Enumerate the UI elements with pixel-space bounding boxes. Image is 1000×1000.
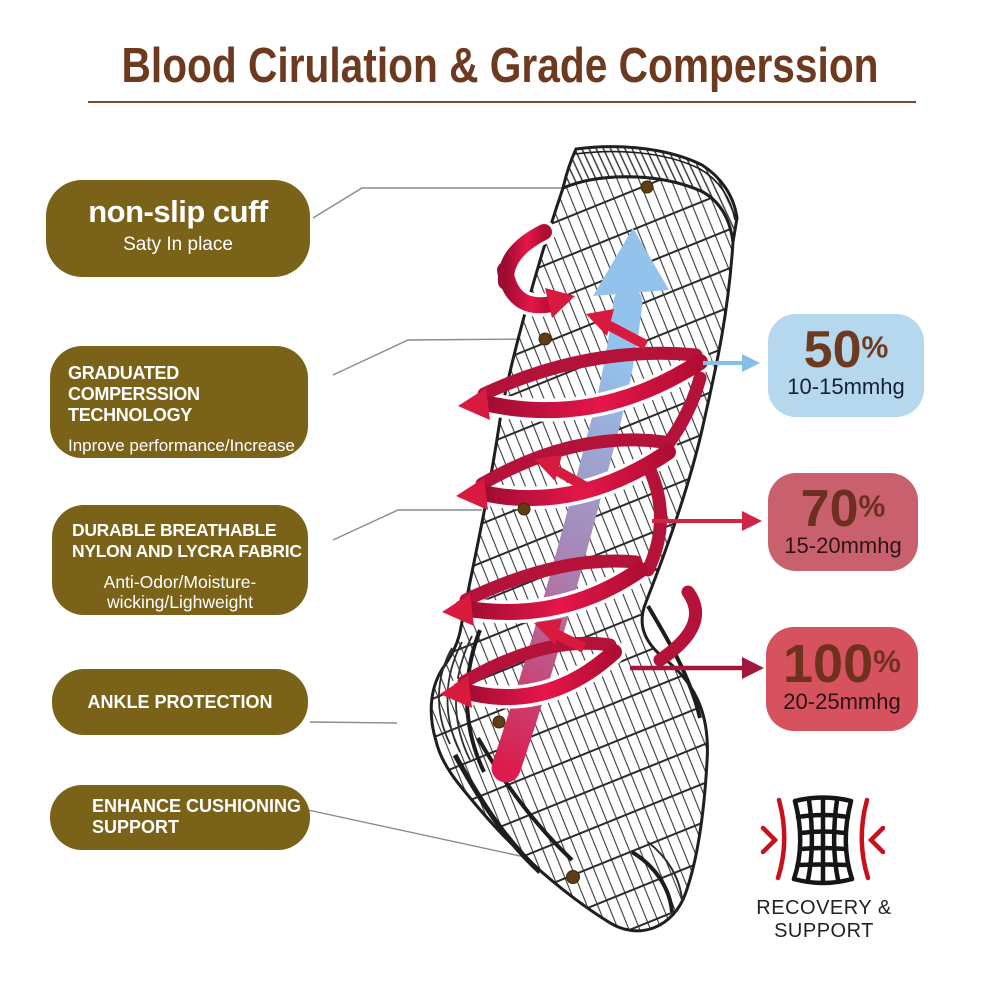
- pressure-range: 20-25mmhg: [783, 689, 901, 714]
- feature-box-graduated-compression: GRADUATED COMPERSSION TECHNOLOGY Inprove…: [50, 346, 308, 476]
- feature-heading: GRADUATED COMPERSSION TECHNOLOGY: [68, 363, 200, 425]
- compression-ribbons: [440, 220, 712, 709]
- feature-subtext: Inprove performance/Increase Circulation…: [68, 436, 295, 476]
- arrow-50-percent-icon: [703, 354, 760, 372]
- feature-box-durable-fabric: DURABLE BREATHABLE NYLON AND LYCRA FABRI…: [52, 505, 308, 615]
- percent-value: 50%: [803, 321, 889, 379]
- callout-lines: [307, 187, 566, 865]
- feature-box-enhance-cushioning: ENHANCE CUSHIONING SUPPORT: [50, 785, 310, 850]
- callout-line-fabric: [332, 509, 482, 541]
- recovery-support-icon: [760, 795, 886, 886]
- feature-subtext: Anti-Odor/Moisture- wicking/Lighweight: [103, 572, 257, 612]
- feature-heading: non-slip cuff: [88, 194, 268, 229]
- page-title-text: Blood Cirulation & Grade Comperssion: [121, 39, 879, 93]
- compression-level-100: 100% 20-25mmhg: [766, 627, 918, 731]
- inward-flow-arrows: [534, 309, 649, 653]
- level-arrows: [630, 354, 764, 679]
- pressure-range: 15-20mmhg: [784, 533, 902, 558]
- arrow-100-percent-icon: [630, 657, 764, 679]
- percent-value: 100%: [783, 634, 901, 694]
- page-title: Blood Cirulation & Grade Comperssion: [0, 38, 1000, 94]
- feature-subtext: Saty In place: [123, 234, 233, 255]
- compression-level-50: 50% 10-15mmhg: [768, 314, 924, 417]
- callout-line-cushion: [307, 809, 558, 865]
- feature-heading: ANKLE PROTECTION: [87, 691, 273, 712]
- compression-level-70: 70% 15-20mmhg: [768, 473, 918, 571]
- percent-value: 70%: [800, 480, 886, 538]
- sock-cuff: [560, 145, 739, 243]
- feature-heading: DURABLE BREATHABLE NYLON AND LYCRA FABRI…: [72, 520, 302, 561]
- feature-box-non-slip-cuff: non-slip cuff Saty In place: [46, 180, 310, 277]
- fabric-dots: [492, 180, 654, 884]
- feature-box-ankle-protection: ANKLE PROTECTION: [52, 669, 308, 735]
- pressure-range: 10-15mmhg: [787, 374, 905, 399]
- arrow-70-percent-icon: [652, 511, 762, 531]
- feature-heading: ENHANCE CUSHIONING SUPPORT: [92, 796, 302, 837]
- recovery-support-label: RECOVERY & SUPPORT: [756, 897, 892, 942]
- callout-line-ankle: [309, 721, 398, 724]
- callout-line-cuff: [312, 187, 566, 219]
- callout-line-graduated: [332, 338, 534, 376]
- title-underline: [88, 101, 916, 103]
